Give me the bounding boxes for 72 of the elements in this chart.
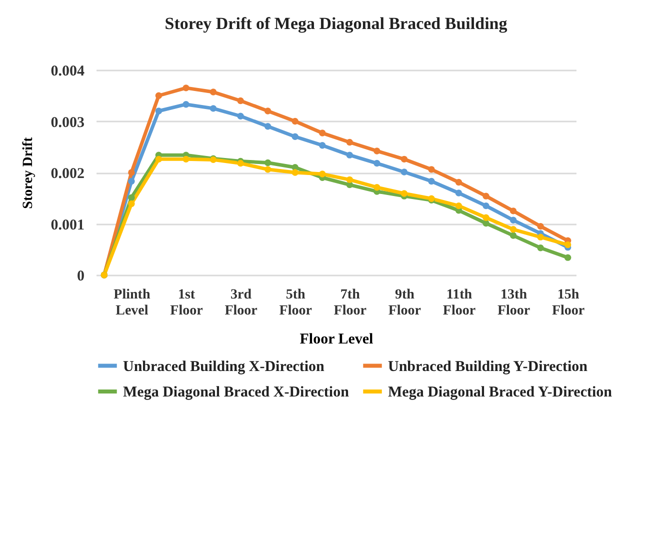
point [237, 97, 244, 104]
y-tick-label: 0 [77, 268, 84, 284]
point [510, 216, 517, 224]
point [155, 92, 162, 99]
y-tick-label: 0.002 [50, 166, 84, 182]
x-axis-title: Floor Level [300, 332, 374, 348]
point [319, 130, 326, 136]
x-tick-label: 3rd Floor [224, 288, 258, 318]
point [128, 200, 135, 208]
point [428, 166, 435, 173]
point [455, 178, 462, 186]
point [564, 254, 572, 261]
point [482, 192, 490, 200]
x-tick-label: 7th Floor [334, 288, 366, 318]
point [264, 108, 272, 114]
point [537, 222, 544, 230]
x-tick-label: 15h Floor [552, 288, 585, 318]
legend-label: Mega Diagonal Braced Y-Direction [388, 384, 613, 400]
point [210, 105, 217, 112]
point [346, 138, 353, 146]
chart-title: Storey Drift of Mega Diagonal Braced Building [164, 14, 508, 33]
point [564, 241, 572, 248]
legend-label: Mega Diagonal Braced X-Direction [123, 384, 350, 400]
point [292, 133, 298, 140]
point [237, 112, 244, 120]
y-axis-title: Storey Drift [20, 136, 36, 209]
point [428, 178, 435, 185]
point [346, 176, 353, 184]
point [400, 168, 408, 176]
point [455, 202, 462, 210]
point [319, 142, 326, 149]
point [155, 156, 162, 163]
point [128, 194, 135, 201]
point [292, 169, 298, 176]
point [510, 208, 517, 214]
point [264, 123, 272, 130]
point [182, 100, 190, 108]
x-tick-label: 5th Floor [279, 288, 312, 318]
point [264, 159, 272, 166]
point [182, 84, 190, 92]
point [400, 190, 408, 197]
point [537, 244, 544, 252]
x-tick-label: 1st Floor [170, 288, 203, 318]
point [400, 156, 408, 163]
y-tick-label: 0.003 [50, 114, 84, 131]
point [128, 169, 135, 176]
point [482, 202, 490, 210]
point [346, 152, 353, 158]
x-tick-label: 13th Floor [497, 288, 530, 318]
point [319, 170, 326, 178]
y-tick-label: 0.004 [50, 64, 85, 80]
x-tick-label: Plinth Level [114, 288, 150, 318]
point [264, 166, 272, 173]
point [210, 88, 217, 96]
point [482, 220, 490, 227]
legend-label: Unbraced Building Y-Direction [388, 358, 588, 375]
point [510, 226, 517, 233]
point [374, 184, 380, 191]
point [482, 214, 490, 221]
point [182, 156, 190, 163]
point [510, 232, 517, 239]
point [374, 148, 380, 154]
point [128, 178, 135, 185]
x-tick-label: 11th Floor [442, 288, 476, 318]
point [374, 160, 380, 167]
point [155, 108, 162, 114]
point [537, 234, 544, 240]
point [292, 118, 298, 125]
y-tick-label: 0.001 [50, 217, 84, 234]
x-tick-label: 9th Floor [388, 288, 422, 318]
point [455, 190, 462, 196]
legend-label: Unbraced Building X-Direction [123, 358, 326, 375]
